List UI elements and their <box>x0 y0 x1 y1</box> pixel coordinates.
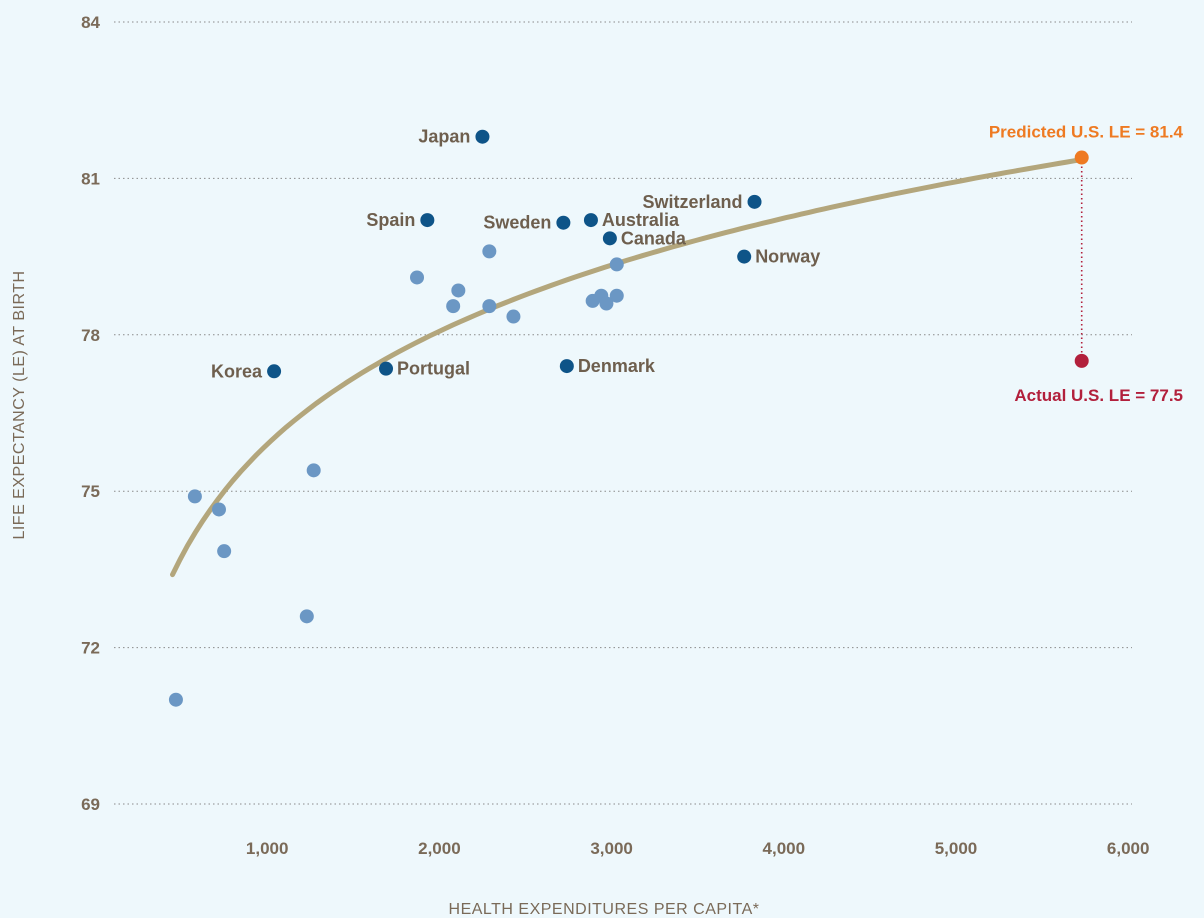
country-label-japan: Japan <box>418 127 470 147</box>
x-tick-label: 6,000 <box>1107 839 1150 858</box>
country-point <box>506 309 521 324</box>
country-point-portugal <box>379 361 394 376</box>
y-tick-label: 69 <box>81 795 100 814</box>
country-point-denmark <box>559 359 574 374</box>
y-tick-label: 72 <box>81 639 100 658</box>
us-annotation: Predicted U.S. LE = 81.4 Actual U.S. LE =… <box>989 123 1184 405</box>
country-point-japan <box>475 129 490 144</box>
country-point-sweden <box>556 215 571 230</box>
x-axis-ticks: 1,000 2,000 3,000 4,000 5,000 6,000 <box>246 839 1150 858</box>
x-tick-label: 3,000 <box>590 839 633 858</box>
data-points <box>168 129 762 707</box>
country-label-denmark: Denmark <box>578 356 656 376</box>
gridlines <box>114 21 1132 805</box>
country-point-norway <box>737 249 752 264</box>
y-tick-label: 84 <box>81 13 100 32</box>
us-actual-label: Actual U.S. LE = 77.5 <box>1014 386 1183 405</box>
country-point <box>306 463 321 478</box>
country-label-korea: Korea <box>211 361 263 381</box>
country-point-spain <box>420 213 435 228</box>
x-tick-label: 2,000 <box>418 839 461 858</box>
trend-line <box>170 157 1085 578</box>
country-point <box>168 692 183 707</box>
country-point <box>410 270 425 285</box>
y-tick-label: 75 <box>81 482 100 501</box>
country-point-korea <box>267 364 282 379</box>
country-label-switzerland: Switzerland <box>642 192 742 212</box>
country-label-australia: Australia <box>602 210 680 230</box>
country-point-canada <box>602 231 617 246</box>
country-point <box>446 299 461 314</box>
trend-curve <box>170 157 1085 578</box>
country-point <box>211 502 226 517</box>
country-point <box>599 296 614 311</box>
country-point-australia <box>583 213 598 228</box>
country-point <box>299 609 314 624</box>
country-point <box>451 283 466 298</box>
y-axis-ticks: 84 81 78 75 72 69 <box>81 13 100 814</box>
country-point <box>609 288 624 303</box>
us-actual-point <box>1074 353 1089 368</box>
y-axis-title: LIFE EXPECTANCY (LE) AT BIRTH <box>11 270 28 539</box>
country-label-norway: Norway <box>755 247 820 267</box>
x-tick-label: 4,000 <box>763 839 806 858</box>
y-tick-label: 78 <box>81 326 100 345</box>
country-label-canada: Canada <box>621 228 687 248</box>
y-tick-label: 81 <box>81 169 100 188</box>
country-point <box>482 299 497 314</box>
x-tick-label: 1,000 <box>246 839 289 858</box>
country-point <box>609 257 624 272</box>
us-predicted-label: Predicted U.S. LE = 81.4 <box>989 123 1184 142</box>
us-predicted-point <box>1074 150 1089 165</box>
country-label-portugal: Portugal <box>397 359 470 379</box>
country-point <box>187 489 202 504</box>
country-point <box>482 244 497 259</box>
x-axis-title: HEALTH EXPENDITURES PER CAPITA* <box>449 901 760 918</box>
x-tick-label: 5,000 <box>935 839 978 858</box>
country-label-spain: Spain <box>366 210 415 230</box>
country-point <box>217 544 232 559</box>
country-point-switzerland <box>747 194 762 209</box>
country-point <box>585 293 600 308</box>
country-label-sweden: Sweden <box>483 213 551 233</box>
